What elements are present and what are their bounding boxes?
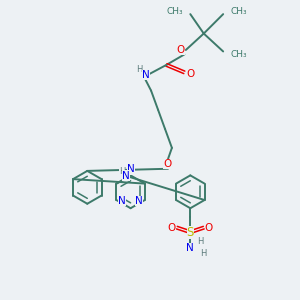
Text: H: H — [136, 65, 142, 74]
Text: S: S — [187, 226, 194, 238]
Text: N: N — [122, 170, 130, 181]
Text: CH₃: CH₃ — [166, 7, 183, 16]
Text: O: O — [176, 45, 184, 55]
Text: O: O — [168, 223, 176, 232]
Text: H: H — [119, 167, 125, 176]
Text: N: N — [127, 164, 135, 174]
Text: O: O — [163, 159, 172, 169]
Text: O: O — [187, 69, 195, 79]
Text: N: N — [142, 70, 149, 80]
Text: H: H — [200, 249, 206, 258]
Text: O: O — [205, 223, 213, 232]
Text: N: N — [186, 243, 194, 253]
Text: N: N — [118, 196, 126, 206]
Text: H: H — [198, 237, 204, 246]
Text: CH₃: CH₃ — [231, 50, 247, 59]
Text: N: N — [135, 196, 143, 206]
Text: CH₃: CH₃ — [231, 7, 247, 16]
